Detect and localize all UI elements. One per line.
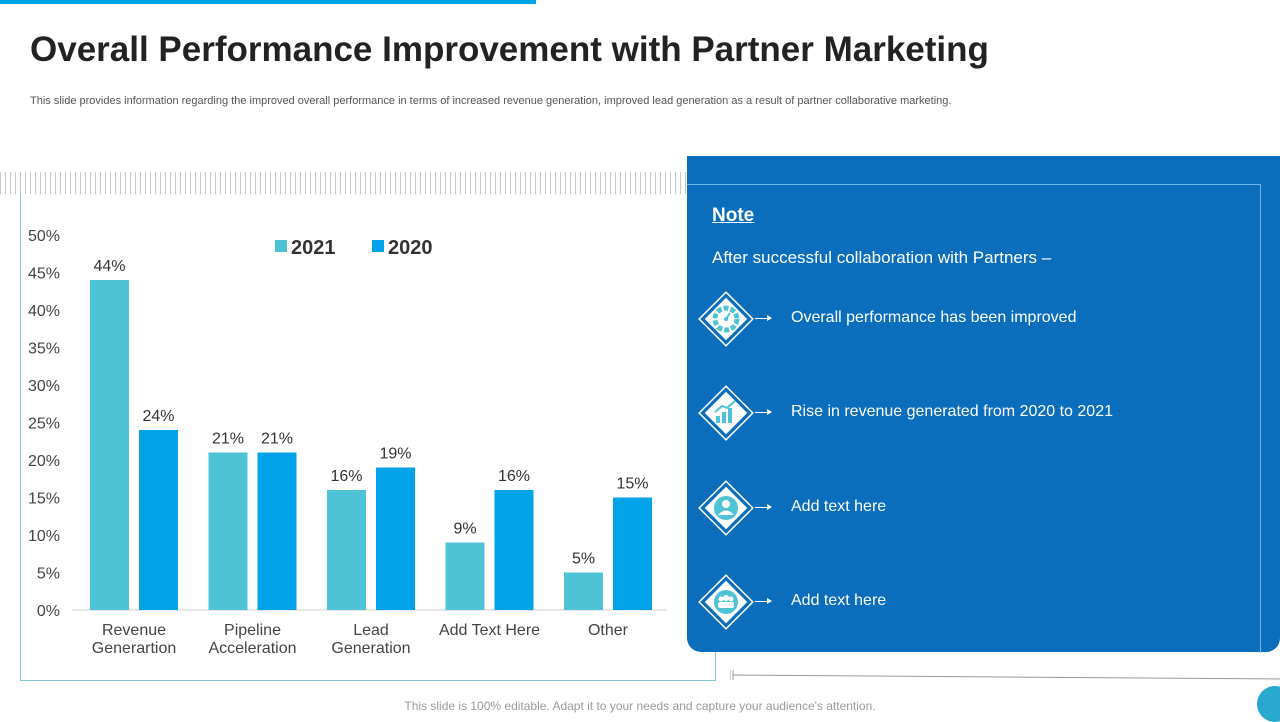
bar-chart: 0% 5% 10% 15% 20% 25% 30% 35% 40% 45% 50% 44% 24% Rev…: [28, 228, 667, 657]
legend-label: 2021: [291, 237, 336, 259]
y-tick-label: 40%: [28, 303, 60, 320]
data-label: 24%: [142, 408, 174, 425]
note-item-text: Add text here: [791, 498, 887, 515]
y-tick-label: 35%: [28, 341, 60, 358]
note-intro: After successful collaboration with Part…: [712, 248, 1052, 267]
y-tick-label: 20%: [28, 453, 60, 470]
note-item: Rise in revenue generated from 2020 to 2…: [697, 384, 1257, 444]
note-item: Add text here: [697, 479, 1257, 539]
note-panel: [687, 156, 1280, 652]
note-panel-border: [687, 184, 1261, 653]
decorative-stripes: [0, 172, 700, 194]
decorative-bracket: [730, 670, 1280, 680]
y-tick-label: 30%: [28, 378, 60, 395]
bar-2021: [327, 490, 366, 610]
page-title: Overall Performance Improvement with Par…: [30, 30, 989, 69]
bar-2020: [494, 490, 534, 610]
y-tick-label: 15%: [28, 491, 60, 508]
data-label: 15%: [616, 476, 648, 493]
data-label: 9%: [453, 521, 476, 538]
y-tick-label: 10%: [28, 528, 60, 545]
note-item-text: Overall performance has been improved: [791, 309, 1077, 326]
data-label: 21%: [212, 431, 244, 448]
note-item: Add text here: [697, 573, 1257, 633]
page-subtitle: This slide provides information regardin…: [30, 95, 952, 107]
note-item-text: Add text here: [791, 592, 887, 609]
bar-2021: [564, 572, 603, 610]
decorative-circle: [1257, 686, 1280, 722]
y-tick-label: 50%: [28, 228, 60, 245]
note-heading: Note: [712, 205, 755, 226]
arrow-icon: [755, 504, 772, 510]
arrow-icon: [755, 315, 772, 321]
data-label: 19%: [379, 446, 411, 463]
y-tick-label: 0%: [37, 603, 60, 620]
bar-2020: [139, 430, 178, 610]
growth-chart-icon: [698, 385, 754, 441]
bar-2020: [613, 497, 652, 610]
arrow-icon: [755, 598, 772, 604]
bar-2021: [90, 280, 129, 610]
arrow-icon: [755, 409, 772, 415]
legend-label: 2020: [388, 237, 433, 259]
note-item: Overall performance has been improved: [697, 290, 1257, 350]
bar-2021: [208, 452, 248, 610]
data-label: 16%: [498, 468, 530, 485]
x-tick-label: Revenue Generartion: [92, 622, 177, 657]
data-label: 21%: [261, 431, 293, 448]
x-tick-label: Other: [588, 622, 629, 639]
footer-note: This slide is 100% editable. Adapt it to…: [404, 699, 876, 713]
x-tick-label: Add Text Here: [439, 622, 540, 639]
y-tick-label: 5%: [37, 566, 60, 583]
team-icon: [698, 574, 754, 630]
bar-2020: [376, 467, 415, 610]
y-tick-label: 25%: [28, 416, 60, 433]
data-label: 44%: [93, 258, 125, 275]
bar-2020: [257, 452, 297, 610]
data-label: 16%: [330, 468, 362, 485]
note-item-text: Rise in revenue generated from 2020 to 2…: [791, 403, 1113, 420]
y-tick-label: 45%: [28, 266, 60, 283]
legend-swatch-2021: [275, 240, 287, 252]
x-tick-label: Lead Generation: [331, 622, 410, 657]
data-label: 5%: [572, 551, 595, 568]
user-icon: [698, 480, 754, 536]
x-tick-label: Pipeline Acceleration: [208, 622, 296, 657]
top-accent-bar: [0, 0, 536, 4]
speedometer-icon: [698, 291, 754, 347]
legend-swatch-2020: [372, 240, 384, 252]
bar-2021: [445, 542, 485, 610]
